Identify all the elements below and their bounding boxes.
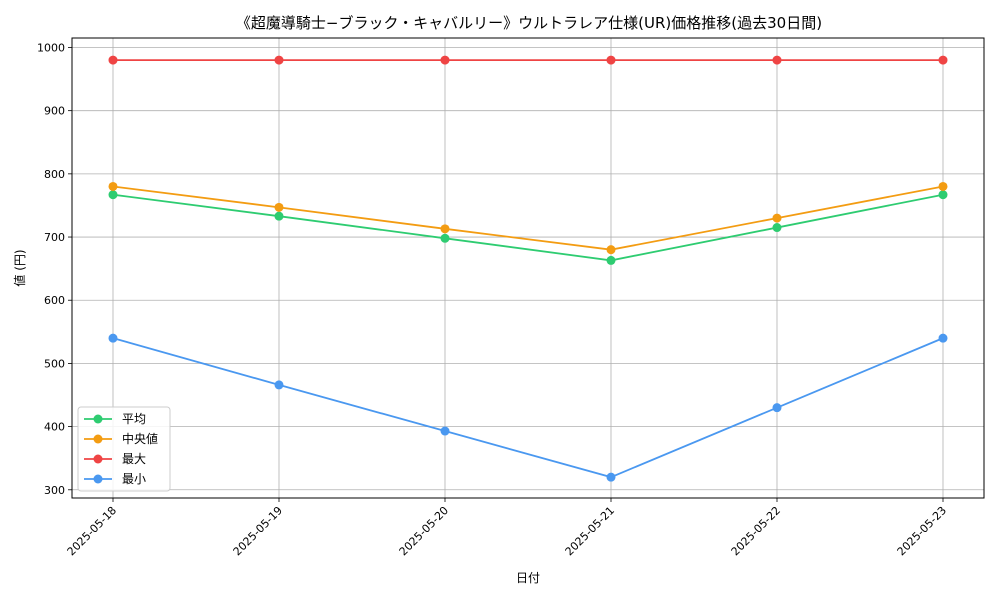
x-axis: 2025-05-18 2025-05-19 2025-05-20 2025-05-21… — [65, 498, 949, 558]
x-tick-label: 2025-05-21 — [563, 504, 617, 558]
data-point — [274, 202, 284, 212]
series-line — [112, 193, 944, 262]
y-tick-label: 1000 — [37, 41, 65, 54]
data-point — [274, 380, 284, 390]
x-tick-label: 2025-05-18 — [65, 504, 119, 558]
data-point — [772, 403, 782, 413]
x-tick-label: 2025-05-19 — [231, 504, 285, 558]
data-point — [440, 55, 450, 65]
data-point — [274, 211, 284, 221]
data-point — [108, 333, 118, 343]
data-point — [606, 255, 616, 265]
data-point — [606, 472, 616, 482]
x-tick-label: 2025-05-22 — [729, 504, 783, 558]
data-point — [606, 55, 616, 65]
legend-marker — [93, 474, 103, 484]
y-axis: 300 400 500 600 700 800 900 1000 — [37, 41, 72, 497]
data-point — [772, 213, 782, 223]
data-point — [440, 426, 450, 436]
series-layer — [108, 55, 948, 482]
series-3 — [108, 333, 948, 482]
series-1 — [108, 181, 948, 255]
x-tick-label: 2025-05-23 — [895, 504, 949, 558]
data-point — [108, 190, 118, 200]
data-point — [938, 181, 948, 191]
grid-lines — [72, 38, 984, 498]
y-tick-label: 300 — [44, 484, 65, 497]
y-tick-label: 500 — [44, 357, 65, 370]
plot-frame — [71, 37, 985, 499]
legend-label: 最大 — [122, 452, 146, 466]
data-point — [606, 245, 616, 255]
data-point — [938, 333, 948, 343]
y-axis-label: 値 (円) — [12, 249, 27, 286]
y-tick-label: 900 — [44, 105, 65, 118]
y-tick-label: 800 — [44, 168, 65, 181]
legend-label: 中央値 — [122, 431, 158, 446]
x-axis-label: 日付 — [516, 571, 540, 585]
y-tick-label: 600 — [44, 294, 65, 307]
legend-label: 平均 — [122, 412, 146, 426]
data-point — [274, 55, 284, 65]
legend-marker — [93, 454, 103, 464]
legend-marker — [93, 434, 103, 444]
chart-title: 《超魔導騎士−ブラック・キャバルリー》ウルトラレア仕様(UR)価格推移(過去30… — [236, 14, 822, 32]
y-tick-label: 700 — [44, 231, 65, 244]
legend-marker — [93, 414, 103, 424]
data-point — [440, 233, 450, 243]
legend-label: 最小 — [122, 472, 146, 486]
series-line — [112, 337, 944, 479]
series-0 — [108, 190, 948, 265]
data-point — [772, 55, 782, 65]
y-tick-label: 400 — [44, 421, 65, 434]
data-point — [772, 223, 782, 233]
data-point — [108, 181, 118, 191]
data-point — [108, 55, 118, 65]
x-tick-label: 2025-05-20 — [397, 504, 451, 558]
series-line — [112, 185, 944, 251]
series-2 — [108, 55, 948, 65]
data-point — [938, 190, 948, 200]
legend-box — [77, 406, 171, 492]
data-point — [440, 224, 450, 234]
data-point — [938, 55, 948, 65]
